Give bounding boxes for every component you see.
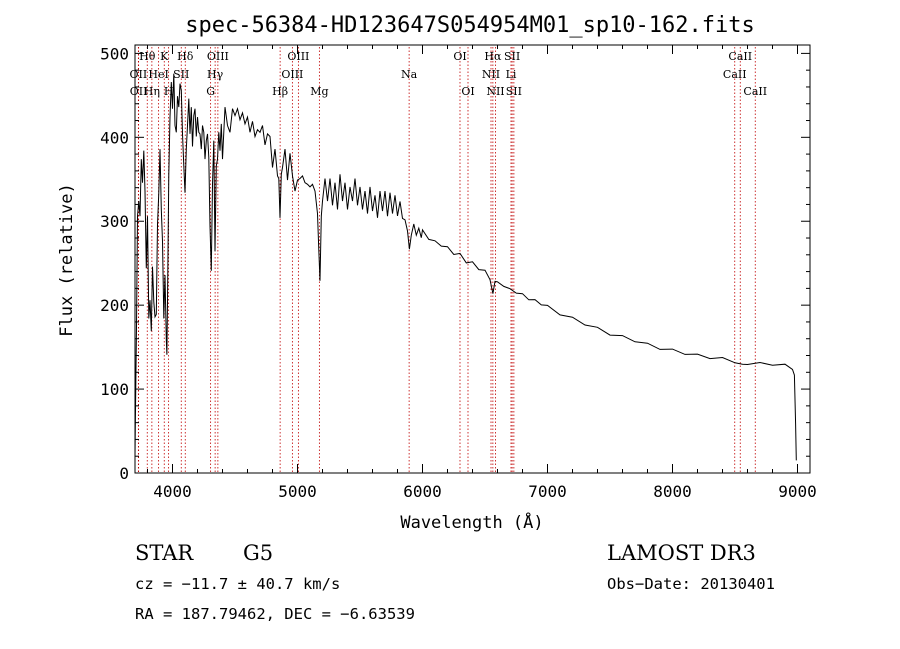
line-marker-label: SII [504,50,520,63]
line-marker-label: CaII [723,68,747,81]
line-marker-label: OII [130,85,148,98]
line-marker-label: CaII [728,50,752,63]
line-marker-label: Hη [144,85,160,98]
line-marker-label: OIII [287,50,309,63]
line-marker-label: HeI [148,68,168,81]
y-axis-label: Flux (relative) [57,183,77,337]
plot-frame [134,44,811,474]
chart-title: spec-56384-HD123647S054954M01_sp10-162.f… [185,13,755,38]
x-tick-label: 4000 [153,482,192,501]
line-marker-label: Hγ [207,68,224,81]
line-marker-label: NII [482,68,500,81]
spectrum-line [134,73,797,461]
line-marker-label: G [206,85,215,98]
line-marker-label: Hδ [177,50,194,63]
line-marker-label: Li [506,68,517,81]
line-marker-label: H [164,85,174,98]
y-axis-ticks: 0 100 200 300 400 500 [100,44,810,483]
observation-date: Obs−Date: 20130401 [607,575,775,593]
line-marker-label: NII [486,85,504,98]
line-marker-label: Hθ [139,50,156,63]
x-tick-label: 9000 [778,482,817,501]
line-marker-label: CaII [743,85,767,98]
y-tick-label: 500 [100,44,129,63]
line-marker-label: Na [401,68,418,81]
line-markers [137,47,756,472]
survey-name: LAMOST DR3 [607,541,756,565]
line-marker-label: OIII [207,50,229,63]
y-tick-label: 200 [100,296,129,315]
line-marker-label: OIII [281,68,303,81]
x-axis-label: Wavelength (Å) [400,511,543,533]
y-tick-label: 0 [119,464,129,483]
x-tick-label: 5000 [278,482,317,501]
line-marker-label: Hβ [272,85,288,98]
redshift-cz: cz = −11.7 ± 40.7 km/s [135,575,340,593]
line-marker-label: K [160,50,169,63]
line-marker-label: SII [173,68,189,81]
line-marker-label: Mg [310,85,328,98]
line-marker-label: OI [461,85,474,98]
y-tick-label: 300 [100,212,129,231]
x-axis-ticks: 4000 5000 6000 7000 8000 9000 [147,45,817,501]
line-marker-label: SII [506,85,522,98]
coordinates: RA = 187.79462, DEC = −6.63539 [135,605,415,623]
x-tick-label: 6000 [403,482,442,501]
y-tick-label: 400 [100,128,129,147]
spectral-subclass: G5 [243,541,273,565]
y-tick-label: 100 [100,380,129,399]
x-tick-label: 8000 [653,482,692,501]
line-marker-label: Hα [484,50,502,63]
x-tick-label: 7000 [528,482,567,501]
object-class: STAR [135,541,194,565]
line-marker-label: OII [130,68,148,81]
line-marker-label: OI [453,50,466,63]
